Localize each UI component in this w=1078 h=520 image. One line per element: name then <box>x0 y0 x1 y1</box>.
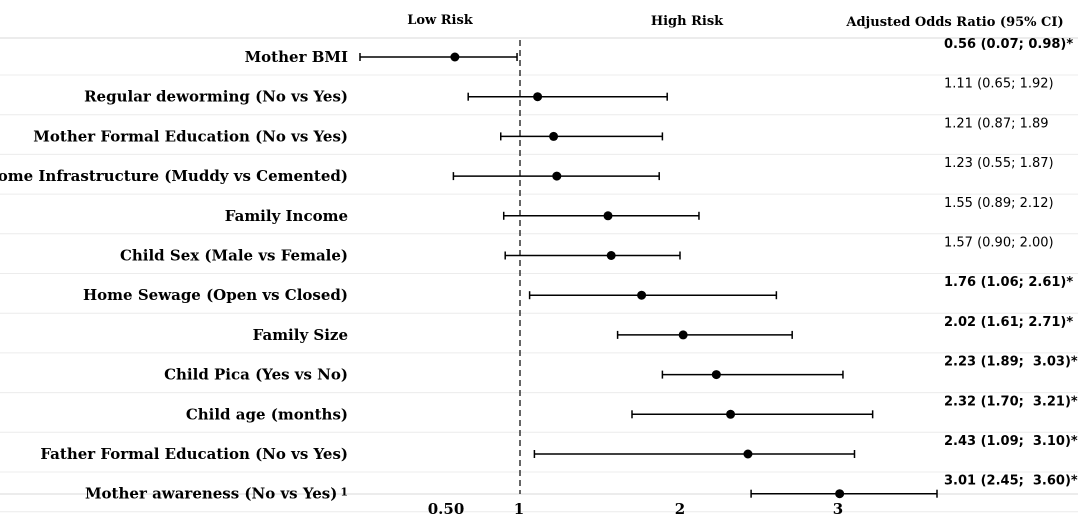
row-label-text: Mother BMI <box>245 48 348 66</box>
significance-star: * <box>1071 474 1078 489</box>
odds-ratio-value: 2.43 (1.09; 3.10) <box>944 434 1071 449</box>
row-label-text: Mother awareness (No vs Yes) <box>85 485 337 503</box>
odds-ratio-text: 1.21 (0.87; 1.89 <box>944 116 1049 131</box>
odds-ratio-value: 1.21 (0.87; 1.89 <box>944 116 1049 131</box>
odds-ratio-value: 2.32 (1.70; 3.21) <box>944 394 1071 409</box>
odds-ratio-text: 1.55 (0.89; 2.12) <box>944 196 1054 211</box>
odds-ratio-text: 1.57 (0.90; 2.00) <box>944 236 1054 251</box>
row-label: Family Size <box>253 326 348 344</box>
row-label: Child age (months) <box>186 405 348 423</box>
odds-ratio-value: 2.02 (1.61; 2.71) <box>944 315 1066 330</box>
row-label-text: Home Sewage (Open vs Closed) <box>83 286 348 304</box>
odds-ratio-text: 3.01 (2.45; 3.60)* <box>944 474 1078 489</box>
row-label-text: Regular deworming (No vs Yes) <box>84 88 348 106</box>
odds-ratio-text: 2.43 (1.09; 3.10)* <box>944 434 1078 449</box>
significance-star: * <box>1066 37 1073 52</box>
significance-star: * <box>1071 355 1078 370</box>
x-tick-label: 2 <box>675 500 685 518</box>
row-label-text: Home Infrastructure (Muddy vs Cemented) <box>0 167 348 185</box>
odds-ratio-point <box>726 409 736 419</box>
odds-ratio-text: 1.23 (0.55; 1.87) <box>944 156 1054 171</box>
header-low-risk: Low Risk <box>407 13 474 28</box>
row-label: Home Infrastructure (Muddy vs Cemented) <box>0 167 348 185</box>
odds-ratio-text: 0.56 (0.07; 0.98)* <box>944 37 1073 52</box>
significance-star: * <box>1066 315 1073 330</box>
odds-ratio-point <box>603 211 613 221</box>
row-label-superscript: 1 <box>340 486 348 499</box>
row-label: Father Formal Education (No vs Yes) <box>40 445 348 463</box>
row-label: Home Sewage (Open vs Closed) <box>83 286 348 304</box>
row-label-text: Family Size <box>253 326 348 344</box>
odds-ratio-text: 2.23 (1.89; 3.03)* <box>944 355 1078 370</box>
odds-ratio-text: 2.02 (1.61; 2.71)* <box>944 315 1073 330</box>
odds-ratio-value: 1.23 (0.55; 1.87) <box>944 156 1054 171</box>
odds-ratio-point <box>549 131 559 141</box>
row-label: Mother Formal Education (No vs Yes) <box>33 127 348 145</box>
odds-ratio-point <box>835 489 845 499</box>
odds-ratio-text: 1.11 (0.65; 1.92) <box>944 77 1054 92</box>
row-label-text: Child age (months) <box>186 405 348 423</box>
odds-ratio-point <box>743 449 753 459</box>
odds-ratio-point <box>711 370 721 380</box>
odds-ratio-value: 2.23 (1.89; 3.03) <box>944 355 1071 370</box>
odds-ratio-point <box>533 92 543 102</box>
odds-ratio-point <box>606 251 616 260</box>
odds-ratio-value: 3.01 (2.45; 3.60) <box>944 474 1071 489</box>
header-odds-ratio: Adjusted Odds Ratio (95% CI) <box>845 15 1063 30</box>
row-label: Child Sex (Male vs Female) <box>120 247 348 265</box>
row-label: Child Pica (Yes vs No) <box>164 366 348 384</box>
x-tick-label: 0.50 <box>428 500 465 518</box>
row-label: Family Income <box>225 207 348 225</box>
odds-ratio-value: 1.76 (1.06; 2.61) <box>944 275 1066 290</box>
odds-ratio-text: 2.32 (1.70; 3.21)* <box>944 394 1078 409</box>
header-high-risk: High Risk <box>651 14 724 29</box>
significance-star: * <box>1071 434 1078 449</box>
odds-ratio-value: 1.57 (0.90; 2.00) <box>944 236 1054 251</box>
row-label-text: Family Income <box>225 207 348 225</box>
odds-ratio-point <box>450 52 460 62</box>
row-label-text: Mother Formal Education (No vs Yes) <box>33 127 348 145</box>
x-tick-label: 3 <box>833 500 843 518</box>
odds-ratio-point <box>637 290 647 300</box>
odds-ratio-value: 1.55 (0.89; 2.12) <box>944 196 1054 211</box>
row-label: Mother awareness (No vs Yes) 1 <box>85 485 348 503</box>
odds-ratio-point <box>552 171 562 181</box>
significance-star: * <box>1071 394 1078 409</box>
significance-star: * <box>1066 275 1073 290</box>
row-label-text: Child Pica (Yes vs No) <box>164 366 348 384</box>
odds-ratio-value: 1.11 (0.65; 1.92) <box>944 77 1054 92</box>
odds-ratio-text: 1.76 (1.06; 2.61)* <box>944 275 1073 290</box>
x-tick-label: 1 <box>514 500 524 518</box>
row-label-text: Child Sex (Male vs Female) <box>120 247 348 265</box>
odds-ratio-point <box>678 330 688 340</box>
row-label: Mother BMI <box>245 48 348 66</box>
row-label: Regular deworming (No vs Yes) <box>84 88 348 106</box>
row-label-text: Father Formal Education (No vs Yes) <box>40 445 348 463</box>
odds-ratio-value: 0.56 (0.07; 0.98) <box>944 37 1066 52</box>
